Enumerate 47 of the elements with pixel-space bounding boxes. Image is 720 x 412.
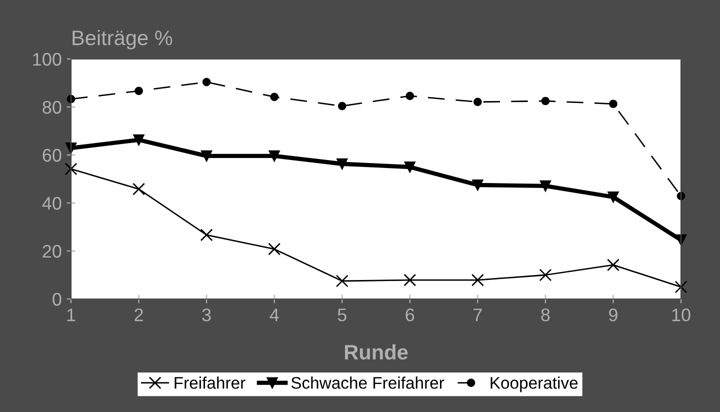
y-tick-label: 60 <box>42 148 62 162</box>
point <box>132 182 146 196</box>
point <box>472 179 484 191</box>
point <box>609 100 618 108</box>
point <box>134 86 143 96</box>
y-tick-label: 100 <box>33 52 62 66</box>
point <box>268 150 280 162</box>
point <box>336 274 348 288</box>
point <box>406 92 414 100</box>
point <box>404 274 416 286</box>
x-tick-label: 3 <box>202 308 211 322</box>
point <box>338 102 346 110</box>
point <box>471 274 484 286</box>
x-tick-label: 6 <box>406 308 414 322</box>
x-tick-label: 4 <box>270 308 279 322</box>
point <box>474 98 482 106</box>
point <box>674 280 688 294</box>
x-tick-label: 5 <box>338 308 346 322</box>
x-tick-label: 1 <box>67 308 76 322</box>
x-axis-title: Runde <box>344 344 408 360</box>
y-tick-label: 40 <box>42 196 62 210</box>
point <box>201 150 212 162</box>
x-tick-label: 8 <box>541 308 550 322</box>
y-tick-label: 0 <box>52 292 62 306</box>
point <box>200 228 213 242</box>
legend-label: Kooperative <box>490 376 578 392</box>
point <box>202 78 211 86</box>
x-tick-label: 10 <box>672 308 690 322</box>
y-tick-label: 20 <box>42 244 62 258</box>
point <box>268 242 281 256</box>
legend-label: Schwache Freifahrer <box>291 376 444 389</box>
x-tick-label: 9 <box>609 308 618 322</box>
x-tick-label: 2 <box>134 308 143 322</box>
x-tick-label: 7 <box>474 308 482 322</box>
point <box>540 180 551 192</box>
point <box>404 161 416 173</box>
legend-label: Freifahrer <box>174 376 246 389</box>
point <box>270 92 278 102</box>
point <box>608 191 619 203</box>
point <box>336 158 348 170</box>
point <box>606 258 620 272</box>
point <box>541 96 550 106</box>
point <box>539 268 552 282</box>
point <box>133 134 144 146</box>
y-axis-title: Beiträge % <box>72 30 172 50</box>
y-tick-label: 80 <box>42 100 62 114</box>
point <box>64 162 78 176</box>
